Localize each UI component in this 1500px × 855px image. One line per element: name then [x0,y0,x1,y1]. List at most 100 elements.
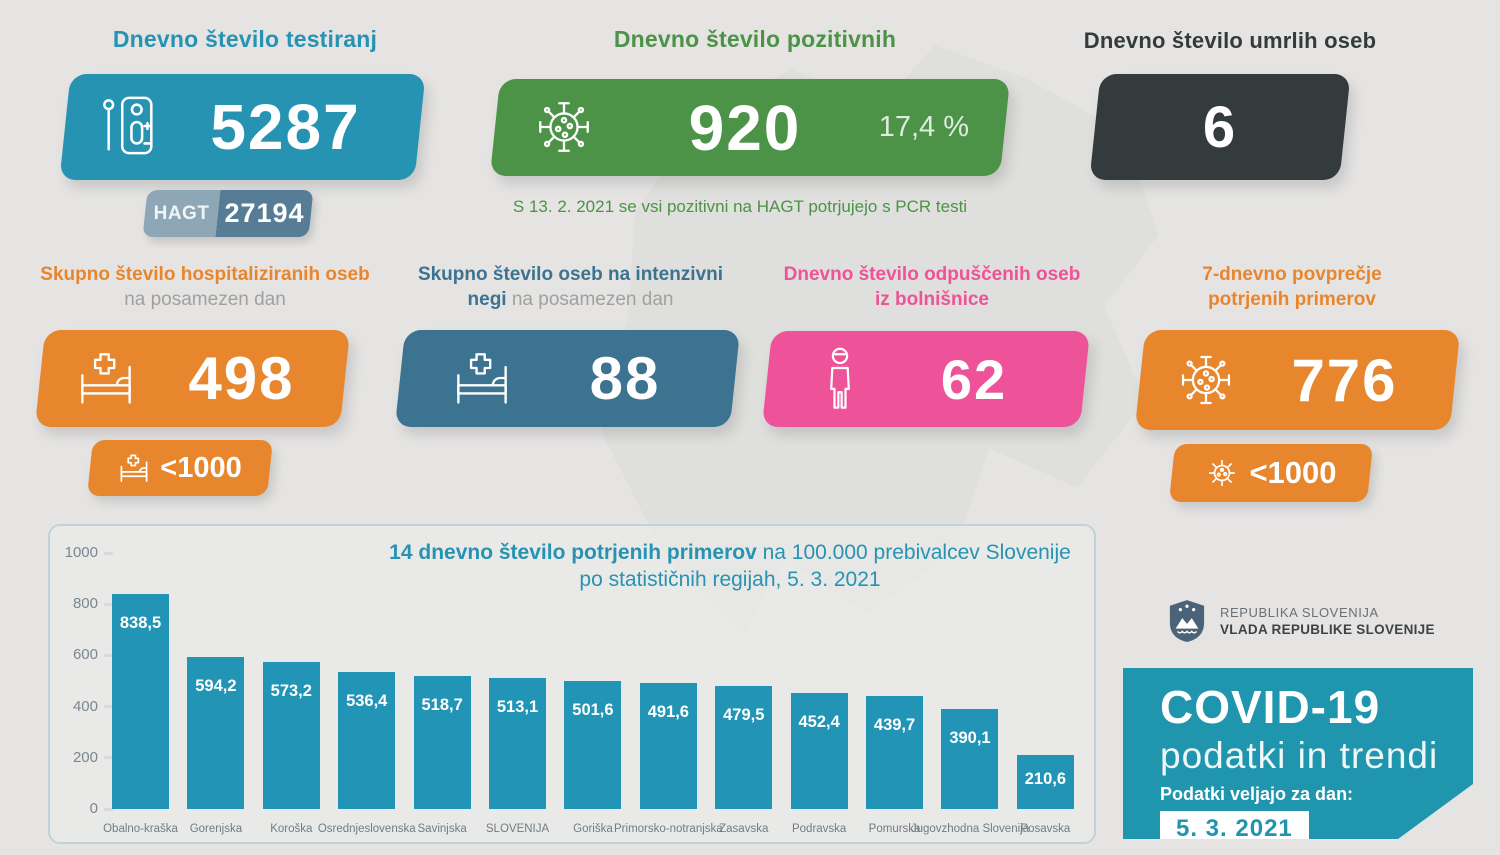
bar-primorsko-notranjska: 491,6 Primorsko-notranjska [614,683,723,835]
week-avg-badge: <1000 [1168,444,1374,502]
hospitalized-badge: <1000 [87,440,273,496]
bar-category-label: Savinjska [417,823,467,835]
bar-zasavska: 479,5 Zasavska [715,686,773,835]
gov-logo: REPUBLIKA SLOVENIJA VLADA REPUBLIKE SLOV… [1168,598,1435,644]
y-tick-label: 0 [89,800,98,817]
bar-goriška: 501,6 Goriška [564,680,622,835]
bar-value-label: 573,2 [270,682,312,701]
regions-chart-panel: 14 dnevno število potrjenih primerov na … [48,524,1096,844]
covid-panel: COVID-19 podatki in trendi Podatki velja… [1123,668,1473,839]
chart-bars: 838,5 Obalno-kraška 594,2 Gorenjska 573,2 Kor… [103,553,1074,835]
bar-jugovzhodna-slovenija: 390,1 Jugovzhodna Slovenija [911,709,1029,835]
bar-value-label: 390,1 [949,729,991,748]
bar-value-label: 518,7 [421,696,463,715]
bar-category-label: Podravska [791,823,847,835]
covid-title: COVID-19 [1160,681,1381,733]
bar-obalno-kraška: 838,5 Obalno-kraška [103,594,178,835]
hagt-value: 27194 [224,198,305,228]
slovenia-coat-of-arms-icon [1168,598,1206,644]
week-avg-value: 776 [1291,346,1398,414]
hagt-pcr-note: S 13. 2. 2021 se vsi pozitivni na HAGT p… [512,197,968,216]
hospitalized-value: 498 [188,345,295,412]
deaths-title: Dnevno število umrlih oseb [1083,28,1377,53]
deaths-card: 6 [1089,74,1351,180]
y-tick-mark [104,705,113,709]
hagt-badge: HAGT 27194 [142,190,314,237]
bar-category-label: Osrednjeslovenska [317,823,416,835]
bar-category-label: Zasavska [719,823,769,835]
bar-pomurska: 439,7 Pomurska [866,696,924,835]
bed-small-icon [118,453,150,483]
bar-category-label: SLOVENIJA [485,823,550,835]
hospitalized-card: 498 [34,330,351,427]
bar-osrednjeslovenska: 536,4 Osrednjeslovenska [318,671,416,835]
bar-savinjska: 518,7 Savinjska [413,676,471,835]
bar-value-label: 210,6 [1024,770,1067,789]
discharged-card: 62 [761,331,1091,427]
bar-value-label: 479,5 [723,706,765,725]
y-tick-label: 200 [72,748,98,766]
icu-value: 88 [589,345,661,412]
covid-date-label: Podatki veljajo za dan: [1160,784,1354,804]
virus-icon-orange [1176,350,1236,410]
y-tick-label: 400 [72,697,98,715]
y-tick-mark [104,551,113,555]
y-tick-mark [104,807,113,811]
icu-title: Skupno število oseb na intenzivni negi n… [417,264,724,310]
bar-value-label: 536,4 [346,691,388,710]
bar-value-label: 838,5 [119,614,162,633]
y-tick-mark [104,602,113,606]
swab-test-icon [99,92,161,160]
bar-podravska: 452,4 Podravska [790,693,848,835]
bar-category-label: Koroška [270,823,313,835]
bar-posavska: 210,6 Posavska [1016,755,1074,835]
bar-category-label: Jugovzhodna Slovenija [910,823,1030,835]
positive-percent: 17,4 % [878,111,969,143]
deaths-value: 6 [1202,94,1238,160]
person-icon [823,346,857,412]
bar-value-label: 501,6 [572,700,614,719]
y-tick-mark [104,653,113,657]
virus-icon [533,96,595,158]
chart-title: 14 dnevno število potrjenih primerov na … [389,541,1071,591]
tests-card: 5287 [59,74,426,180]
gov-line2: VLADA REPUBLIKE SLOVENIJE [1220,622,1435,637]
tests-title: Dnevno število testiranj [112,26,378,52]
bar-gorenjska: 594,2 Gorenjska [187,656,245,835]
bar-category-label: Obalno-kraška [103,823,178,835]
hospital-bed-icon [76,348,136,408]
positive-value: 920 [688,91,802,164]
y-tick-label: 1000 [64,544,98,561]
virus-small-icon [1205,456,1239,490]
positive-card: 920 17,4 % [489,79,1011,176]
covid-subtitle: podatki in trendi [1160,735,1439,776]
covid-date-badge: 5. 3. 2021 [1160,811,1309,848]
y-tick-mark [104,756,113,760]
hagt-label: HAGT [153,202,210,224]
bar-slovenija: 513,1 SLOVENIJA [486,677,549,835]
week-avg-title: 7-dnevno povprečje potrjenih primerov [1202,264,1382,310]
bar-koroška: 573,2 Koroška [262,662,320,835]
hospitalized-badge-value: <1000 [160,451,242,484]
icu-card: 88 [394,330,741,427]
hospitalized-title: Skupno število hospitaliziranih oseb na … [40,264,370,310]
positive-title: Dnevno število pozitivnih [613,26,897,52]
bar-category-label: Posavska [1020,823,1071,835]
bar-value-label: 452,4 [798,713,840,732]
tests-value: 5287 [210,91,361,163]
y-tick-label: 800 [72,595,98,613]
week-avg-card: 776 [1134,330,1461,430]
bar-category-label: Pomurska [868,823,921,835]
bar-value-label: 491,6 [647,703,689,722]
icu-bed-icon [452,348,512,408]
bar-category-label: Goriška [573,823,613,835]
discharged-title: Dnevno število odpuščenih oseb iz bolniš… [783,264,1081,310]
bar-value-label: 439,7 [873,716,916,735]
y-tick-label: 600 [72,646,98,664]
bar-category-label: Gorenjska [189,823,243,835]
gov-line1: REPUBLIKA SLOVENIJA [1220,605,1379,620]
discharged-value: 62 [940,347,1008,411]
bar-category-label: Primorsko-notranjska [614,823,723,835]
bar-value-label: 513,1 [496,697,539,716]
bar-value-label: 594,2 [195,676,237,695]
